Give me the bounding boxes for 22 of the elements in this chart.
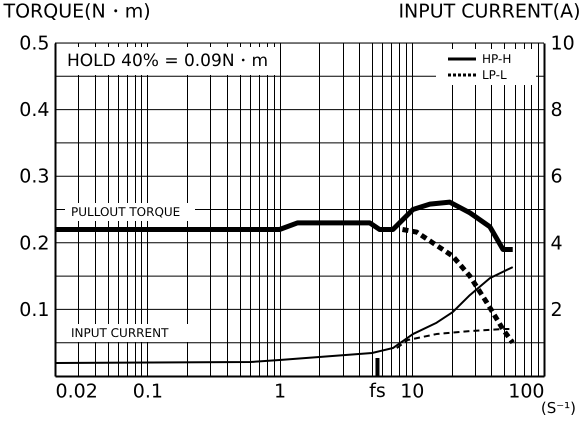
x-tick-label: 1 bbox=[274, 380, 286, 402]
annotation: PULLOUT TORQUE bbox=[71, 205, 180, 219]
x-tick-label: 0.1 bbox=[132, 380, 164, 402]
x-tick-label: 10 bbox=[400, 380, 424, 402]
annotation: INPUT CURRENT bbox=[71, 326, 170, 340]
y-axis-title: TORQUE(N・m) bbox=[2, 0, 151, 22]
y2-axis-title: INPUT CURRENT(A) bbox=[398, 0, 580, 22]
legend-label: LP-L bbox=[482, 68, 507, 82]
x-tick-label: 0.02 bbox=[56, 380, 98, 402]
y-tick-label: 0.4 bbox=[19, 99, 50, 122]
y2-tick-label: 8 bbox=[550, 99, 563, 122]
y-tick-label: 0.3 bbox=[19, 166, 50, 188]
legend-label: HP-H bbox=[482, 52, 512, 66]
y-tick-label: 0.5 bbox=[19, 32, 50, 54]
y2-tick-label: 6 bbox=[550, 166, 563, 188]
y-tick-label: 0.1 bbox=[19, 298, 50, 321]
y2-tick-label: 2 bbox=[550, 298, 563, 321]
ref-line-label: fs bbox=[369, 380, 386, 402]
annotation: HOLD 40% = 0.09N・m bbox=[67, 51, 268, 71]
y2-tick-label: 10 bbox=[550, 32, 575, 54]
y2-tick-label: 4 bbox=[550, 232, 563, 254]
y-tick-label: 0.2 bbox=[19, 232, 50, 254]
